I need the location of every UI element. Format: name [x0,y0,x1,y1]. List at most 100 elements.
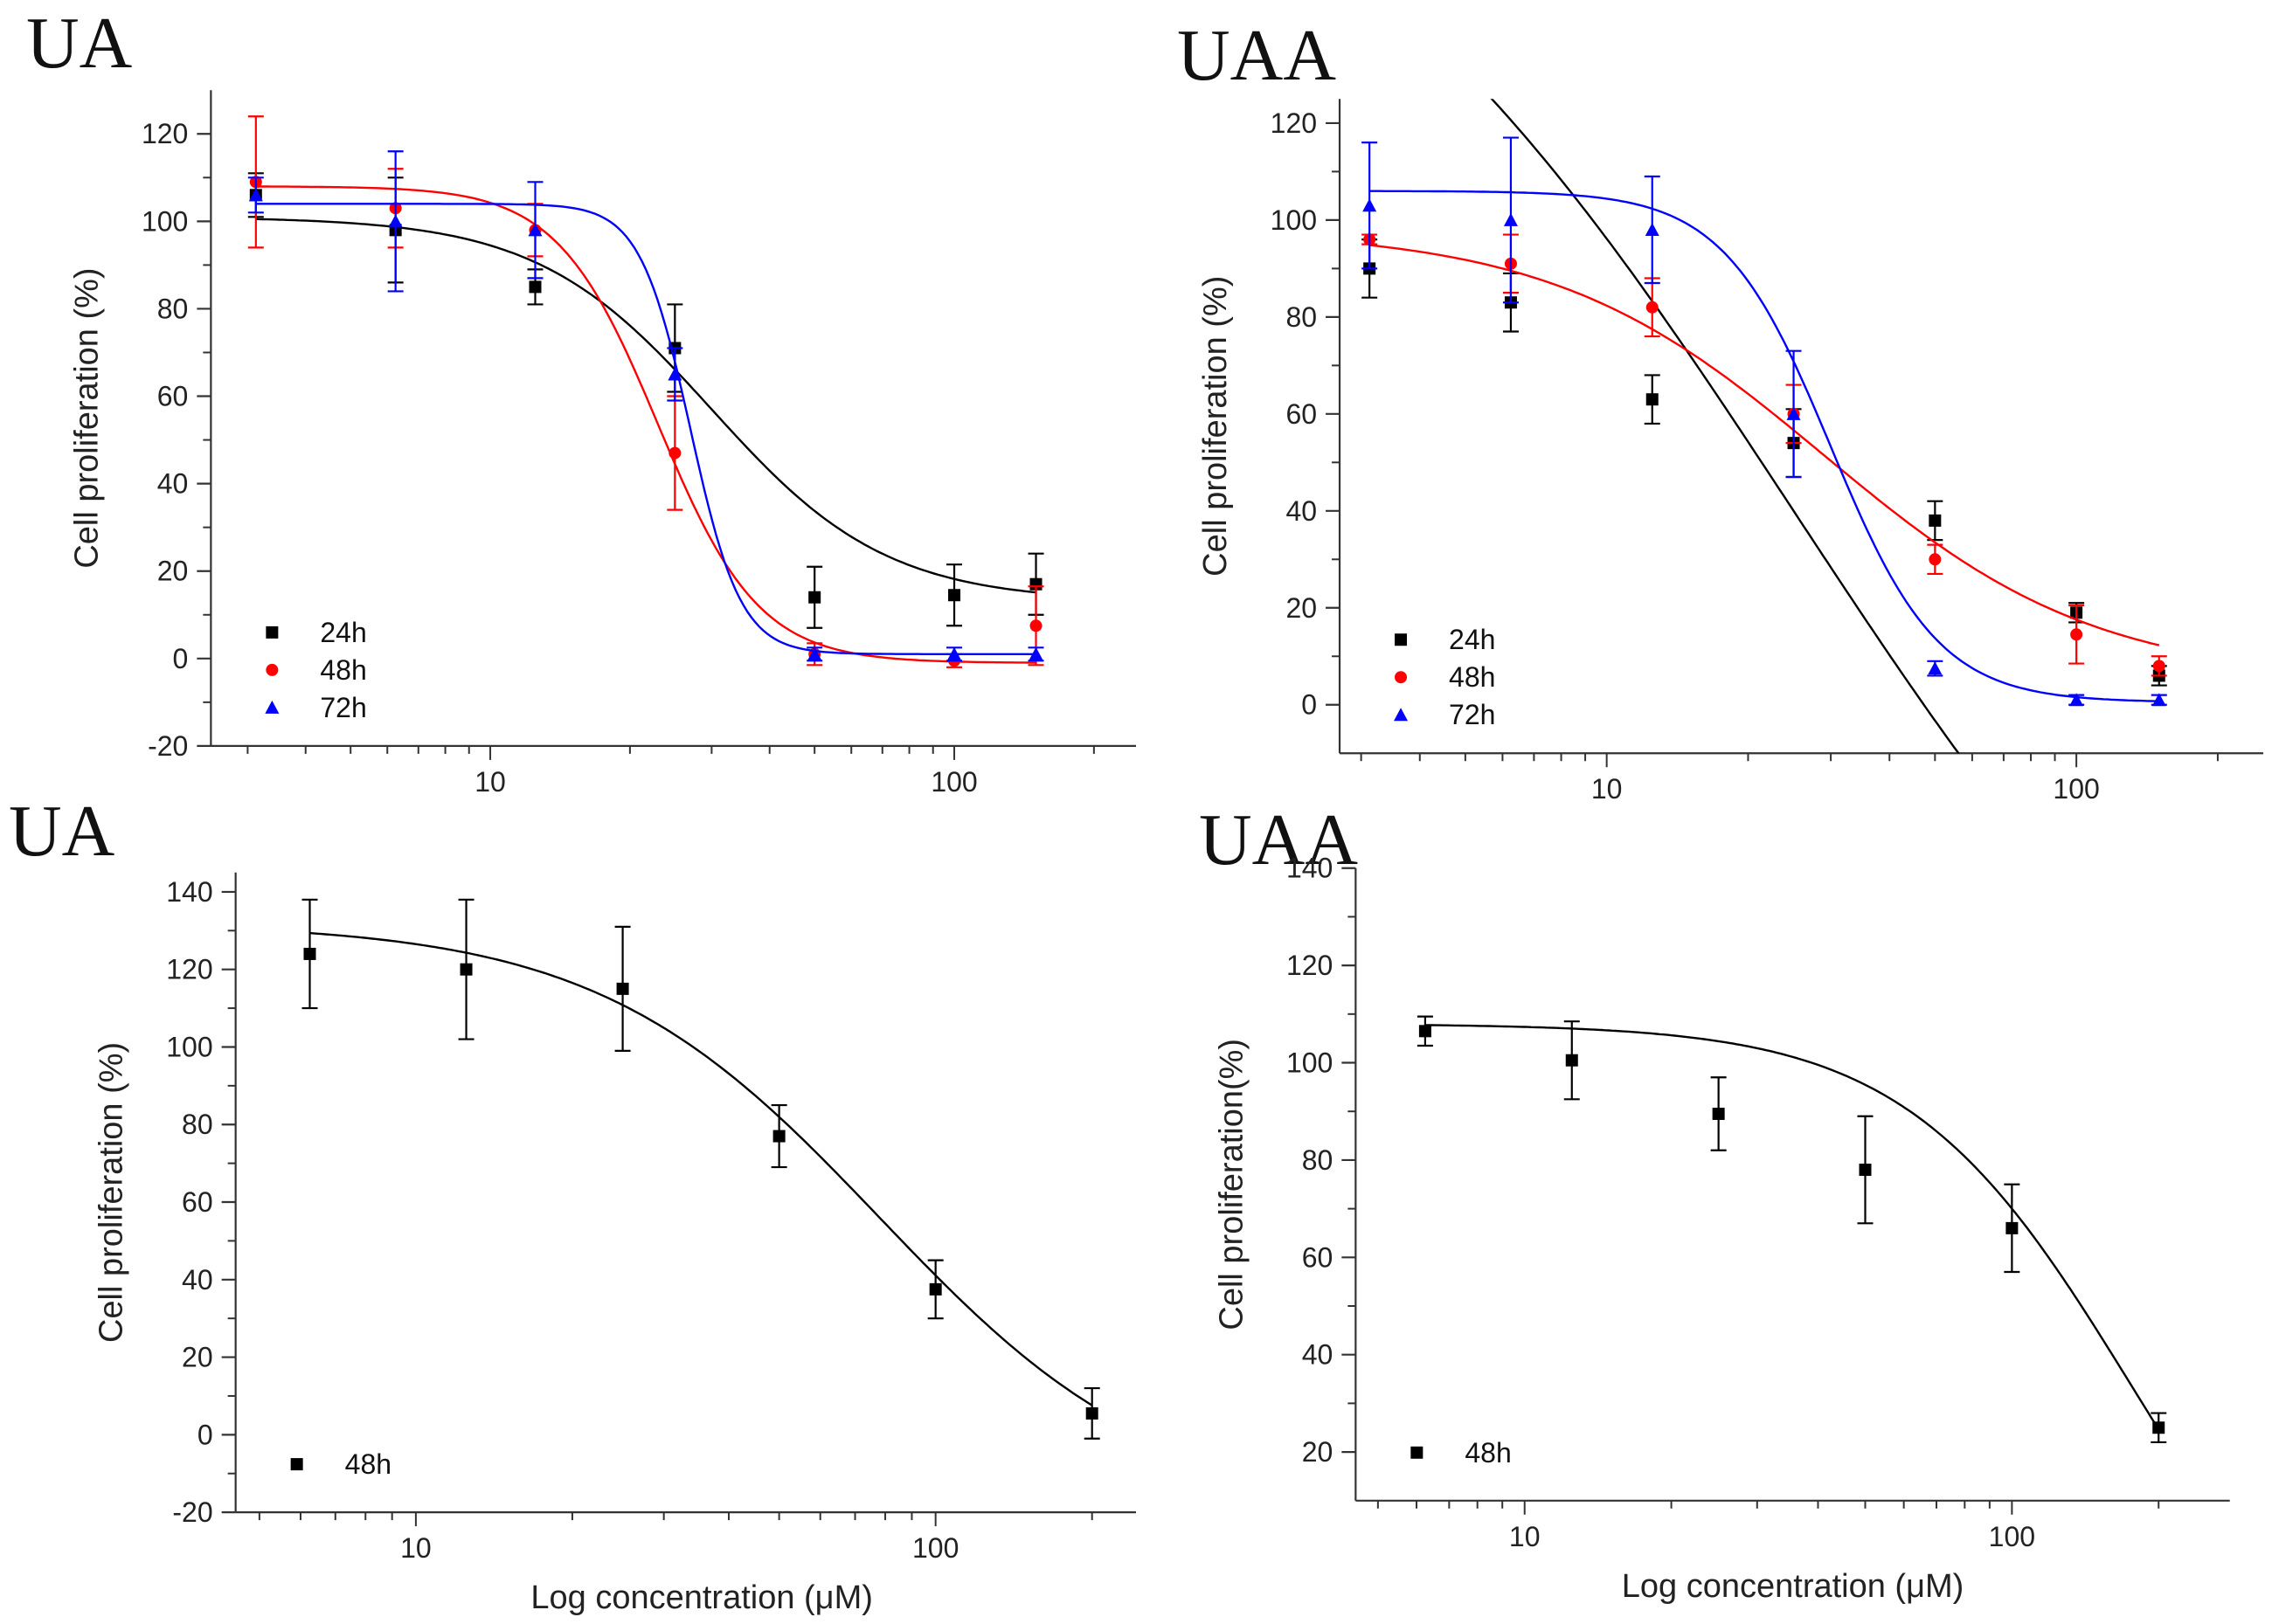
panel-label: UA [26,3,133,84]
y-tick-label: 80 [182,1109,213,1140]
y-tick-label: 80 [1302,1144,1333,1176]
panel-uaa-top: UAA 02040608010012010100Log concentratio… [1136,0,2272,812]
y-tick-label: 20 [182,1342,213,1373]
y-tick-label: 20 [1285,592,1317,624]
data-point [772,1130,786,1143]
y-tick-label: 100 [142,205,188,237]
y-tick-label: 40 [182,1264,213,1296]
data-point [2151,693,2166,707]
y-tick-label: 0 [1301,689,1317,721]
data-point [2152,1421,2165,1434]
data-point [807,646,822,660]
y-tick-label: 80 [157,293,189,324]
data-point [1645,222,1659,236]
data-point [1929,553,1942,566]
y-tick-label: 20 [1302,1436,1333,1468]
panel-label: UAA [1199,799,1358,881]
legend-label: 48h [320,654,366,686]
x-tick-label: 10 [400,1532,432,1564]
y-tick-label: 120 [1286,950,1333,981]
y-tick-label: -20 [172,1496,212,1528]
data-point [1029,619,1042,632]
legend-label: 24h [1449,624,1495,655]
legend-marker [1395,671,1408,684]
data-point [1029,646,1043,660]
x-axis-title: Log concentration (μM) [1622,1568,1964,1605]
data-point [1503,212,1518,226]
panel-ua-bottom: UA -20 0 20 40 60 80 100 120 140 10 100 Log concent… [0,786,1136,1624]
y-tick-label: 60 [182,1186,213,1218]
fit-curve-24h [1490,99,1960,754]
data-point [668,446,682,460]
series-72h [247,150,1044,662]
panel-ua-top: UA -2002040608010012010100Log concentrat… [0,0,1136,812]
y-tick-label: 100 [1271,204,1317,236]
data-point [1712,1108,1725,1120]
data-point [460,963,473,976]
data-point [1928,661,1943,675]
data-point [668,367,682,381]
fit-curve-48h [1369,244,2160,646]
y-tick-label: 40 [1285,495,1317,527]
data-point [2152,660,2165,673]
legend-marker [265,700,280,714]
y-tick-label: 60 [1285,398,1317,430]
data-point [1929,514,1942,527]
y-axis-title: Cell proliferation(%) [1213,1039,1250,1330]
data-point [1418,1025,1431,1038]
legend-marker [266,625,279,639]
y-tick-label: 120 [142,118,188,149]
data-point [1859,1164,1872,1177]
y-tick-label: 60 [1302,1241,1333,1273]
y-tick-label: 100 [1286,1047,1333,1079]
data-point [1645,393,1659,406]
y-tick-label: 0 [173,643,189,674]
data-point [248,188,263,202]
legend-label: 72h [1449,699,1495,730]
chart-uaa-top: 02040608010012010100Log concentration (μ… [1197,99,2264,805]
x-tick-label: 100 [912,1532,959,1564]
x-tick-label: 10 [474,766,506,798]
y-tick-label: 60 [157,381,189,412]
legend-marker [1394,708,1409,722]
data-point [808,591,821,604]
y-axis-title: Cell proliferation (%) [1197,276,1234,577]
y-tick-label: 20 [157,556,189,587]
y-tick-label: 0 [197,1419,213,1450]
chart-uaa-bottom: 20 40 60 80 100 120 140 10 100 Log concentration … [1213,853,2230,1605]
x-tick-label: 10 [1509,1521,1541,1552]
data-point [303,947,316,960]
data-point [529,280,542,294]
x-tick-label: 10 [1591,773,1623,805]
y-axis-title: Cell proliferation (%) [94,1042,130,1343]
series-48h [247,115,1044,668]
legend-label: 48h [1449,661,1495,693]
y-tick-label: 120 [1271,107,1317,139]
data-point [1085,1406,1098,1420]
data-point [528,223,543,237]
y-tick-label: 100 [166,1031,212,1062]
legend-label: 72h [320,692,366,723]
data-point [1645,301,1659,314]
y-tick-label: 120 [166,954,212,985]
legend-label: 48h [345,1448,391,1480]
legend-marker [290,1458,303,1471]
chart-ua-top: -2002040608010012010100Log concentration… [68,90,1136,798]
series-48h [1417,1015,2167,1444]
data-point [1786,406,1801,420]
panel-label: UA [9,791,115,872]
y-tick-label: 140 [166,876,212,908]
data-point [388,214,403,228]
y-tick-label: 80 [1285,301,1317,333]
y-tick-label: 40 [157,468,189,500]
panel-label: UAA [1177,15,1336,96]
series-48h [301,898,1100,1440]
x-axis-title: Log concentration (μM) [530,1579,873,1616]
series-72h [1361,136,2167,707]
fit-curve-48h [309,931,1093,1406]
y-axis-title: Cell proliferation (%) [68,267,105,568]
legend-marker [1395,633,1408,646]
data-point [929,1282,942,1296]
series-48h [1361,233,2167,677]
fit-curve-72h [255,203,1036,655]
